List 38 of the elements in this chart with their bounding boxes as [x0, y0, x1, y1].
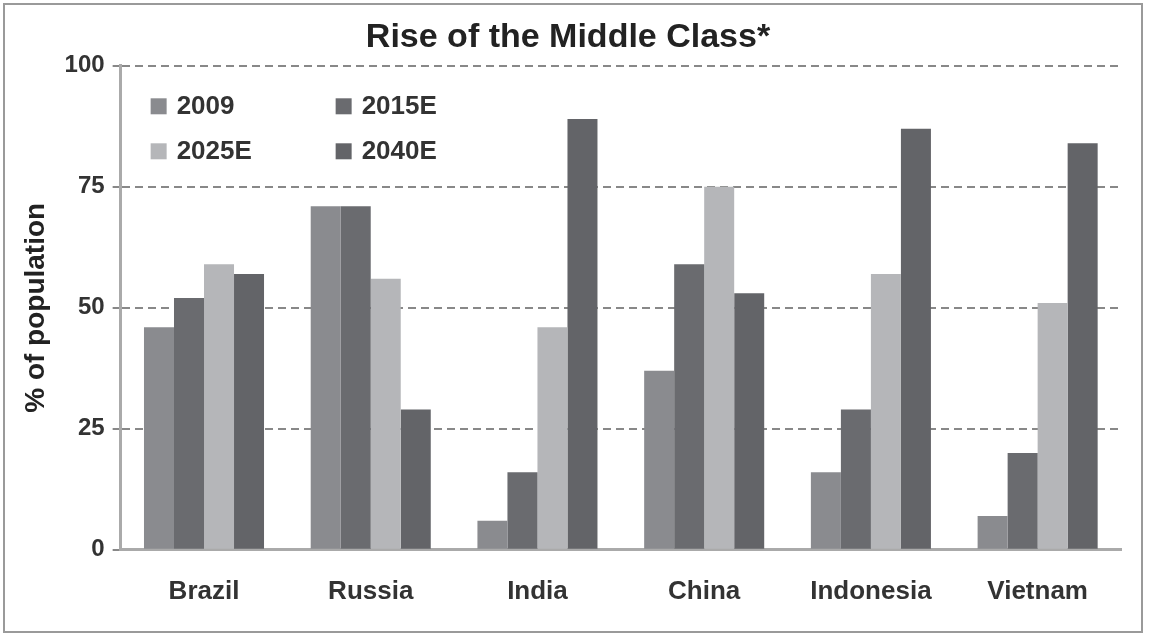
bar [400, 409, 431, 549]
bar [810, 472, 841, 549]
bar [840, 409, 871, 549]
x-tick-label: Brazil [168, 574, 240, 605]
bar [1067, 143, 1098, 549]
bar [567, 119, 598, 549]
chart-title: Rise of the Middle Class* [365, 15, 771, 54]
bar [870, 273, 901, 549]
bar [537, 327, 568, 549]
bar [370, 278, 401, 549]
y-tick-label: 0 [91, 534, 105, 562]
legend-label: 2015E [361, 90, 437, 121]
x-tick-label: China [668, 574, 741, 605]
bar [977, 515, 1008, 549]
bar [704, 186, 735, 549]
legend-label: 2009 [176, 90, 235, 121]
y-tick-label: 100 [64, 50, 105, 78]
y-tick-label: 25 [77, 413, 105, 441]
bar [340, 206, 371, 549]
x-tick-label: Indonesia [810, 574, 933, 605]
x-tick-label: India [507, 574, 569, 605]
bar [477, 520, 508, 549]
bar [507, 472, 538, 549]
bar [234, 273, 265, 549]
y-tick-label: 75 [77, 171, 105, 199]
bar [1037, 302, 1068, 549]
y-axis-title: % of population [18, 202, 50, 413]
legend-label: 2040E [361, 135, 437, 166]
bar [204, 264, 235, 549]
bar [174, 298, 205, 549]
x-tick-label: Russia [328, 574, 414, 605]
y-tick-label: 50 [77, 292, 105, 320]
bar [734, 293, 765, 549]
bar [674, 264, 705, 549]
legend-label: 2025E [176, 135, 252, 166]
bar [1007, 453, 1038, 549]
x-tick-label: Vietnam [987, 574, 1088, 605]
bar [900, 128, 931, 549]
